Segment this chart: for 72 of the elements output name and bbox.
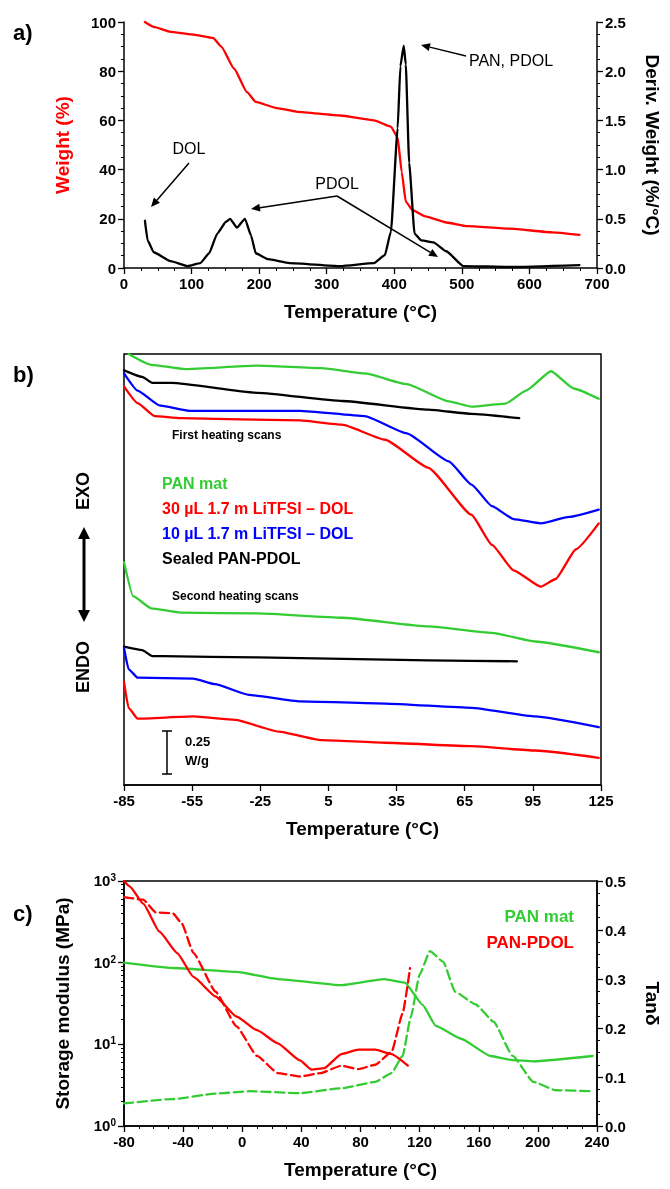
x-tick-label: 240 xyxy=(584,1133,610,1150)
text: 30 µL 1.7 m LiTFSI – DOL xyxy=(162,499,354,517)
x-axis-title: Temperature (°C) xyxy=(284,301,437,322)
x-tick-label: 700 xyxy=(584,275,610,292)
y-tick-label: 10$^{0}$ xyxy=(93,1116,117,1134)
text: PAN-PDOL xyxy=(486,933,574,952)
x-tick-label: 35 xyxy=(388,792,405,809)
y-tick-label: 80 xyxy=(99,62,116,80)
x-tick-label: 80 xyxy=(352,1133,369,1150)
annotation: PAN, PDOL xyxy=(468,52,554,70)
y-tick-label: 10$^{1}$ xyxy=(93,1034,117,1053)
x-tick-label: 0 xyxy=(238,1133,247,1150)
x-tick-label: 95 xyxy=(524,792,542,809)
y-tick-label: 20 xyxy=(99,210,116,228)
y2-tick-label: 2.5 xyxy=(605,13,626,31)
annotation: Second heating scans xyxy=(172,589,300,604)
y2-axis-title: Tanδ xyxy=(642,981,663,1026)
text: EXO xyxy=(72,471,93,511)
text: 10 µL 1.7 m LiTFSI – DOL xyxy=(162,524,354,542)
y2-tick-label: 0.3 xyxy=(605,970,626,988)
line-series xyxy=(143,20,581,236)
y2-axis-title: Deriv. Weight (%/°C) xyxy=(642,54,663,236)
annotation: PDOL xyxy=(315,175,359,193)
x-tick-label: 120 xyxy=(407,1133,433,1150)
x-tick-label: 5 xyxy=(324,792,333,809)
y2-tick-label: 0.4 xyxy=(605,921,627,939)
x-tick-label: 125 xyxy=(588,792,614,809)
x-tick-label: 500 xyxy=(449,275,475,292)
x-axis-title: Temperature (°C) xyxy=(286,818,439,839)
x-tick-label: 100 xyxy=(179,275,205,292)
y-tick-label: 0 xyxy=(107,259,116,277)
y2-tick-label: 0.0 xyxy=(605,1117,626,1135)
chart-title: a) xyxy=(13,19,33,45)
x-tick-label: 0 xyxy=(119,275,129,292)
x-tick-label: 300 xyxy=(314,275,340,292)
text: PAN mat xyxy=(162,474,229,492)
x-tick-label: -55 xyxy=(181,792,203,809)
x-tick-label: 65 xyxy=(456,792,474,809)
y2-tick-label: 1.0 xyxy=(605,161,626,179)
y-tick-label: 60 xyxy=(99,111,116,129)
x-tick-label: 40 xyxy=(293,1133,310,1150)
x-axis-title: Temperature (°C) xyxy=(284,1159,437,1180)
text: PAN mat xyxy=(504,907,575,926)
chart-title: b) xyxy=(13,361,34,387)
x-tick-label: -80 xyxy=(113,1133,135,1150)
text: Sealed PAN-PDOL xyxy=(162,549,301,567)
y2-tick-label: 0.5 xyxy=(605,872,626,890)
x-tick-label: 200 xyxy=(246,275,272,292)
text: ENDO xyxy=(72,640,93,694)
x-tick-label: 200 xyxy=(525,1133,551,1150)
x-tick-label: -85 xyxy=(113,792,135,809)
text: c) xyxy=(13,900,33,926)
y2-tick-label: 0.5 xyxy=(605,210,626,228)
x-tick-label: 600 xyxy=(516,275,542,292)
y2-tick-label: 1.5 xyxy=(605,111,626,129)
x-tick-label: -25 xyxy=(249,792,272,809)
y-tick-label: 10$^{2}$ xyxy=(93,953,117,971)
x-tick-label: 400 xyxy=(381,275,407,292)
annotation: First heating scans xyxy=(172,428,282,443)
annotation: DOL xyxy=(172,140,206,158)
y2-tick-label: 0.0 xyxy=(605,259,626,277)
annotation: 0.25 W/g xyxy=(185,734,211,768)
x-tick-label: 160 xyxy=(466,1133,492,1150)
y2-tick-label: 0.2 xyxy=(605,1019,626,1037)
y-tick-label: 100 xyxy=(90,13,116,31)
y-axis-title: Storage modulus (MPa) xyxy=(52,897,73,1110)
y2-tick-label: 2.0 xyxy=(605,62,626,80)
y-tick-label: 40 xyxy=(99,161,116,179)
y2-tick-label: 0.1 xyxy=(605,1068,626,1086)
y-axis-title: Weight (%) xyxy=(52,96,73,194)
y-tick-label: 10$^{3}$ xyxy=(93,871,117,889)
x-tick-label: -40 xyxy=(172,1133,194,1150)
